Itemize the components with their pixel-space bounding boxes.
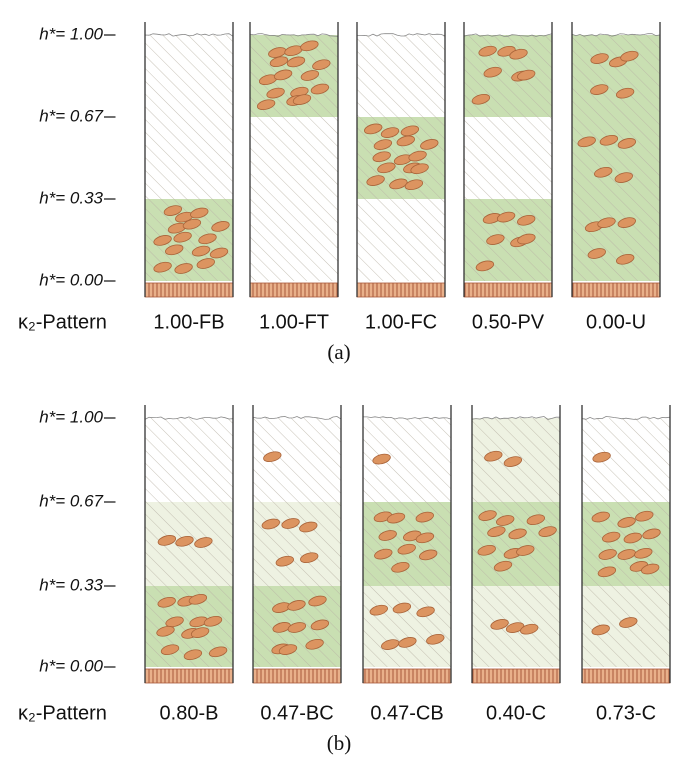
panel: h*= 1.00 h*= 0.67 h*= 0.33 h*= 0.00 κ₂-Patte… bbox=[18, 405, 670, 755]
base-plate bbox=[145, 283, 233, 297]
hatch bbox=[464, 35, 552, 281]
caption: (b) bbox=[327, 731, 352, 755]
base-plate bbox=[250, 283, 338, 297]
figure: h*= 1.00 h*= 0.67 h*= 0.33 h*= 0.00 κ₂-Patte… bbox=[0, 0, 678, 765]
y-label: h*= 1.00 bbox=[39, 407, 103, 426]
hatch bbox=[363, 418, 451, 667]
y-label: h*= 0.00 bbox=[39, 270, 103, 289]
pattern-label: 0.00-U bbox=[586, 311, 646, 333]
pattern-label: 1.00-FB bbox=[153, 311, 224, 333]
pattern-label: 0.40-C bbox=[486, 702, 546, 724]
caption: (a) bbox=[327, 340, 350, 364]
pattern-label: 1.00-FC bbox=[365, 311, 437, 333]
y-label: h*= 0.33 bbox=[39, 188, 103, 207]
pattern-label: 0.47-BC bbox=[260, 702, 333, 724]
base-plate bbox=[363, 669, 451, 683]
y-label: h*= 1.00 bbox=[39, 24, 103, 43]
base-plate bbox=[464, 283, 552, 297]
base-plate bbox=[472, 669, 560, 683]
hatch bbox=[572, 35, 660, 281]
pattern-label: 0.73-C bbox=[596, 702, 656, 724]
row-label: κ₂-Pattern bbox=[18, 702, 107, 724]
base-plate bbox=[253, 669, 341, 683]
pattern-label: 0.47-CB bbox=[370, 702, 443, 724]
y-label: h*= 0.00 bbox=[39, 656, 103, 675]
pattern-label: 0.50-PV bbox=[472, 311, 545, 333]
base-plate bbox=[582, 669, 670, 683]
base-plate bbox=[572, 283, 660, 297]
row-label: κ₂-Pattern bbox=[18, 311, 107, 333]
pattern-label: 1.00-FT bbox=[259, 311, 329, 333]
base-plate bbox=[357, 283, 445, 297]
y-label: h*= 0.67 bbox=[39, 106, 103, 125]
base-plate bbox=[145, 669, 233, 683]
y-label: h*= 0.33 bbox=[39, 575, 103, 594]
panel: h*= 1.00 h*= 0.67 h*= 0.33 h*= 0.00 κ₂-Patte… bbox=[18, 22, 660, 364]
pattern-label: 0.80-B bbox=[160, 702, 219, 724]
hatch bbox=[250, 35, 338, 281]
y-label: h*= 0.67 bbox=[39, 491, 103, 510]
